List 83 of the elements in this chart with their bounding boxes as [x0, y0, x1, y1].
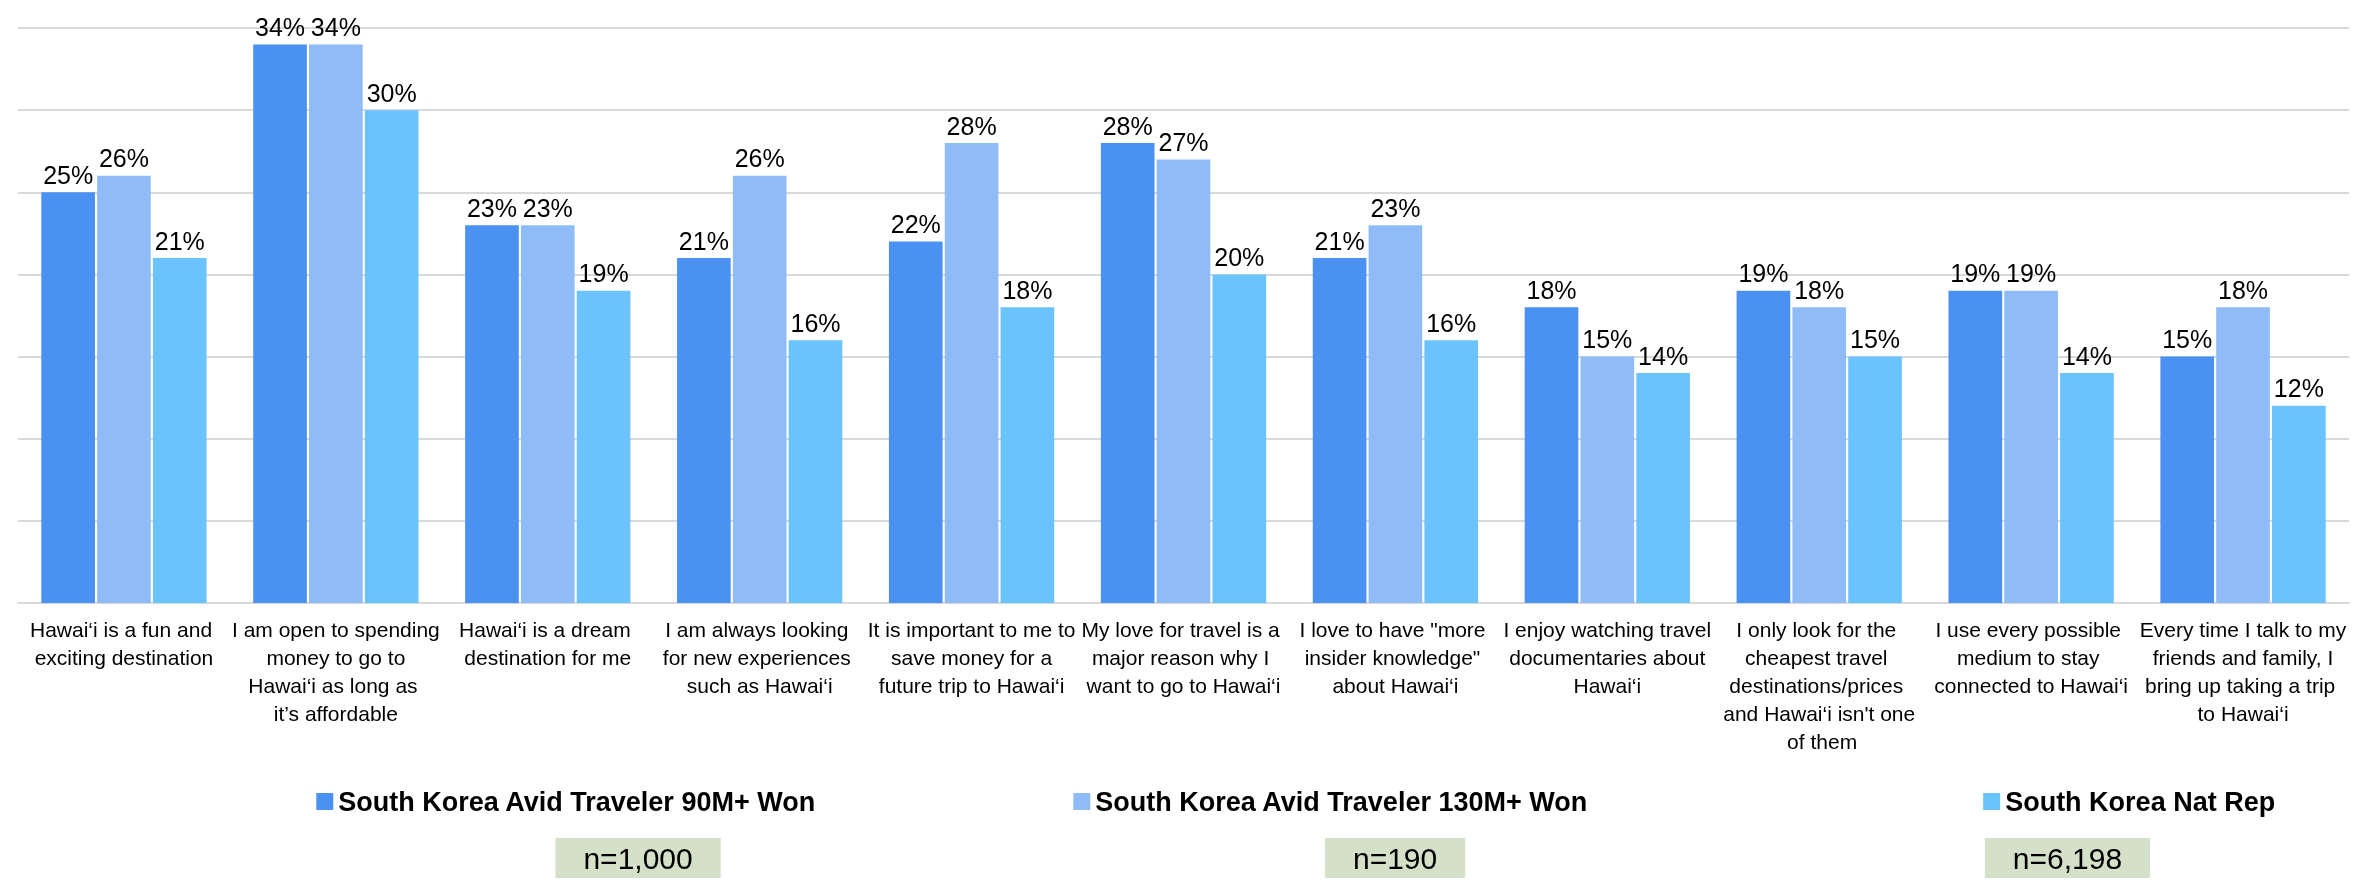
data-label: 18% — [1794, 275, 1845, 304]
legend-label: South Korea Avid Traveler 130M+ Won — [1095, 786, 1588, 817]
data-label: 18% — [1526, 275, 1577, 304]
data-label: 12% — [2273, 374, 2324, 403]
text: n=190 — [1352, 841, 1438, 875]
bar — [1636, 373, 1690, 603]
bar — [732, 175, 787, 603]
bar — [520, 225, 575, 603]
legend-label: South Korea Avid Traveler 90M+ Won — [338, 786, 816, 817]
bar — [1848, 356, 1902, 603]
bar — [2216, 307, 2270, 603]
x-tick-label: I enjoy watching travel documentaries about Hawai‘i — [1503, 617, 1712, 697]
data-label: 15% — [1850, 325, 1901, 354]
data-label: 23% — [1370, 193, 1421, 222]
data-label: 15% — [2162, 325, 2213, 354]
bar — [1100, 143, 1155, 603]
data-label: 28% — [946, 111, 997, 140]
data-label: 21% — [154, 226, 205, 255]
bar — [1736, 290, 1791, 603]
bar — [2272, 405, 2326, 603]
bar — [97, 175, 151, 603]
data-label: 14% — [2061, 341, 2112, 370]
data-label: 27% — [1158, 127, 1209, 156]
bar — [888, 241, 943, 603]
x-tick-label: My love for travel is a major reason why I want to go to Hawai‘i — [1081, 617, 1286, 697]
data-label: 18% — [1002, 275, 1053, 304]
bar — [1948, 290, 2003, 603]
data-label: 26% — [734, 144, 785, 173]
x-tick-label: I am always looking for new experiences such as Hawai‘i — [662, 617, 857, 697]
bar — [1212, 274, 1267, 603]
x-tick-label: Hawai‘i is a fun and exciting destination — [29, 617, 218, 669]
data-label: 23% — [522, 193, 573, 222]
x-tick-label: Every time I talk to my friends and family, I bring up taking a trip to Hawai‘i — [2139, 617, 2347, 725]
data-label: 15% — [1582, 325, 1633, 354]
data-label: 34% — [310, 12, 361, 41]
data-label: 19% — [578, 259, 629, 288]
x-tick-label: I am open to spending money to go to Hawai‘i as long as it’s affordable — [231, 617, 440, 725]
data-label: 34% — [255, 12, 306, 41]
bar — [1424, 340, 1479, 603]
data-label: 30% — [366, 78, 417, 107]
bar — [1580, 356, 1635, 603]
bar — [152, 258, 207, 603]
data-label: 23% — [466, 193, 517, 222]
bar — [364, 110, 419, 603]
data-label: 22% — [890, 210, 941, 239]
x-tick-label: Hawai‘i is a dream destination for me — [459, 617, 637, 669]
bar — [1000, 307, 1055, 603]
data-label: 16% — [1426, 308, 1477, 337]
bar — [1524, 307, 1579, 603]
bar — [2004, 290, 2058, 603]
data-label: 19% — [2006, 259, 2057, 288]
bar — [677, 258, 731, 603]
bar — [576, 290, 631, 603]
bar — [1368, 225, 1423, 603]
bar — [309, 44, 363, 603]
data-label: 14% — [1638, 341, 1689, 370]
data-label: 20% — [1214, 242, 1265, 271]
x-tick-label: I love to have "more insider knowledge" about Hawai‘i — [1299, 617, 1492, 697]
bar — [944, 143, 999, 603]
data-label: 18% — [2218, 275, 2269, 304]
bar — [253, 44, 307, 603]
bar — [1156, 159, 1211, 603]
bar — [788, 340, 843, 603]
data-label: 21% — [1314, 226, 1365, 255]
bar — [465, 225, 519, 603]
data-label: 25% — [43, 160, 94, 189]
data-label: 21% — [678, 226, 729, 255]
x-tick-label: I use every possible medium to stay connected to Hawai‘i — [1934, 617, 2129, 697]
bar — [1792, 307, 1847, 603]
bar — [41, 192, 95, 603]
bar — [2060, 373, 2114, 603]
data-label: 26% — [98, 144, 149, 173]
x-tick-label: It is important to me to save money for a future trip to Hawai‘i — [867, 617, 1076, 697]
bar — [1312, 258, 1367, 603]
text: n=1,000 — [583, 841, 693, 875]
bar — [2160, 356, 2215, 603]
data-label: 19% — [1738, 259, 1789, 288]
data-label: 19% — [1950, 259, 2001, 288]
text: n=6,198 — [2012, 841, 2123, 875]
legend-label: South Korea Nat Rep — [2005, 786, 2276, 817]
x-tick-label: I only look for the cheapest travel destinations/prices and Hawai‘i isn't one of them — [1723, 617, 1916, 753]
data-label: 28% — [1102, 111, 1153, 140]
data-label: 16% — [790, 308, 841, 337]
